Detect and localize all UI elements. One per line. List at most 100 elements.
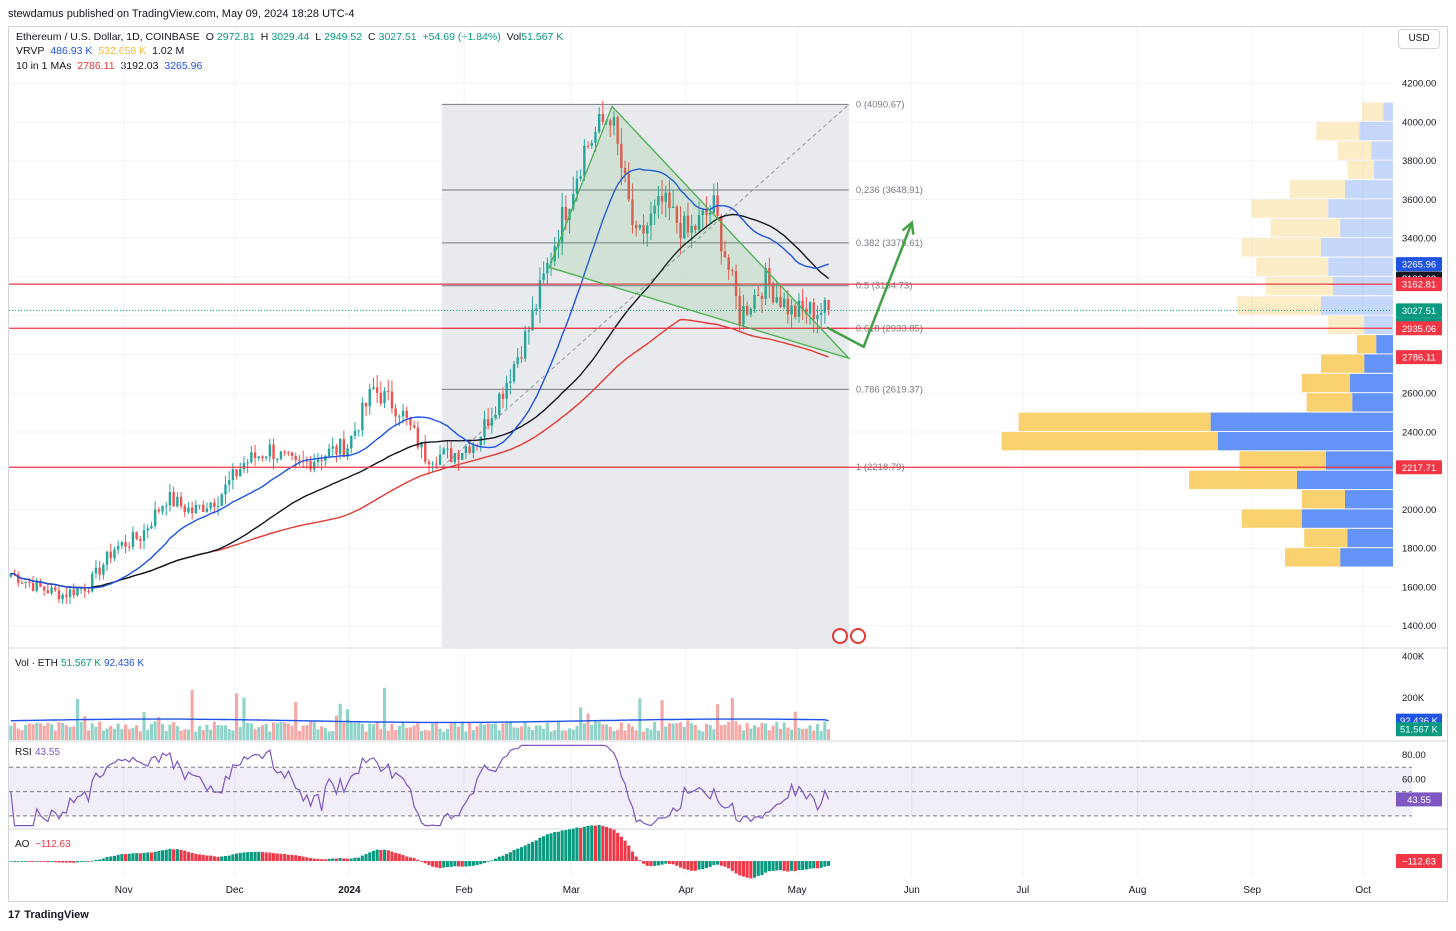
candle-body (742, 306, 745, 325)
volume-bar (408, 727, 412, 740)
y-tick-label: 4000.00 (1402, 117, 1436, 128)
volume-bar (301, 725, 305, 740)
ao-bar (220, 856, 224, 861)
fib-label: 0.236 (3648.91) (856, 185, 923, 196)
volume-profile-bar-down (1349, 373, 1393, 393)
ao-bar (445, 861, 449, 867)
ao-bar (819, 861, 823, 868)
ao-bar (494, 858, 498, 861)
candle-body (646, 225, 649, 234)
candle-body (494, 414, 497, 419)
ao-bar (149, 852, 153, 861)
volume-profile-bar-up (1328, 315, 1365, 335)
candle-body (216, 505, 220, 508)
candle-body (276, 458, 279, 460)
volume-bar (186, 729, 190, 740)
volume-bar (161, 724, 165, 740)
volume-bar (57, 721, 61, 740)
fib-region (441, 104, 849, 648)
candle-body (357, 430, 360, 432)
ao-bar (138, 853, 142, 861)
ao-bar (101, 858, 105, 861)
volume-ma-value: 92.436 K (104, 658, 144, 669)
volume-profile-bar-down (1364, 354, 1393, 373)
volume-bar (645, 727, 649, 740)
ao-bar (216, 856, 220, 861)
ao-bar (305, 857, 309, 861)
candle-body (694, 225, 697, 230)
ao-value: −112.63 (35, 839, 71, 850)
ao-bar (667, 861, 671, 864)
volume-bar (386, 730, 390, 740)
candle-body (731, 270, 734, 272)
candle-body (131, 532, 135, 547)
volume-bar (220, 725, 224, 740)
volume-profile-bar-down (1376, 335, 1393, 354)
candle-body (590, 142, 593, 146)
volume-bar (83, 716, 87, 740)
ao-bar (505, 853, 509, 861)
volume-bar (719, 725, 723, 740)
candle-body (87, 590, 90, 592)
ao-bar (386, 850, 390, 861)
ao-bar (235, 853, 239, 861)
ao-bar (323, 859, 327, 861)
volume-profile-bar-up (1304, 528, 1348, 548)
candle-body (620, 143, 623, 168)
volume-bar (290, 725, 294, 740)
volume-bar (194, 731, 198, 740)
volume-bar (827, 729, 831, 740)
volume-bar (212, 721, 216, 740)
ao-bar (804, 861, 808, 870)
candle-body (812, 302, 815, 320)
symbol-title[interactable]: Ethereum / U.S. Dollar, 1D, COINBASE (16, 31, 200, 43)
ao-bar (519, 847, 523, 861)
ao-bar (309, 858, 313, 861)
rsi-tag-text: 43.55 (1407, 795, 1431, 806)
volume-bar (379, 728, 383, 740)
y-tick-label: 4200.00 (1402, 79, 1436, 90)
volume-bar (223, 725, 227, 740)
ao-bar (423, 861, 427, 864)
ao-bar (379, 849, 383, 861)
volume-bar (723, 724, 727, 740)
price-tag-text: 2786.11 (1402, 353, 1436, 364)
ao-bar (297, 855, 301, 861)
volume-bar (634, 730, 638, 740)
volume-bar (320, 726, 324, 740)
candle-body (401, 410, 405, 417)
x-tick-label: Jun (904, 885, 920, 896)
volume-bar (745, 723, 749, 740)
candle-body (320, 459, 323, 461)
volume-bar (364, 731, 368, 740)
volume-value: 51.567 K (61, 658, 101, 669)
currency-button[interactable]: USD (1398, 29, 1440, 49)
candle-body (231, 469, 235, 481)
candle-body (31, 582, 35, 591)
ao-bar (375, 849, 379, 861)
ao-bar (194, 853, 198, 861)
volume-bar (342, 722, 346, 740)
candle-body (779, 297, 782, 308)
ao-bar (482, 861, 486, 864)
ao-bar (564, 830, 568, 861)
ao-bar (64, 861, 68, 863)
ao-bar (682, 861, 686, 869)
candle-body (46, 590, 50, 594)
candle-body (720, 215, 723, 252)
candle-body (327, 448, 331, 456)
ao-tag-text: −112.63 (1402, 857, 1436, 868)
ao-bar (371, 850, 375, 861)
candle-body (801, 300, 804, 309)
ao-bar (427, 861, 431, 866)
volume-bar (201, 730, 205, 740)
volume-bar (823, 721, 827, 740)
ao-bar (764, 861, 768, 873)
ao-bar (209, 855, 213, 861)
volume-bar (568, 728, 572, 740)
ao-bar (601, 825, 605, 861)
volume-bar (571, 729, 575, 740)
ao-bar (46, 861, 50, 863)
candle-body (479, 436, 482, 446)
